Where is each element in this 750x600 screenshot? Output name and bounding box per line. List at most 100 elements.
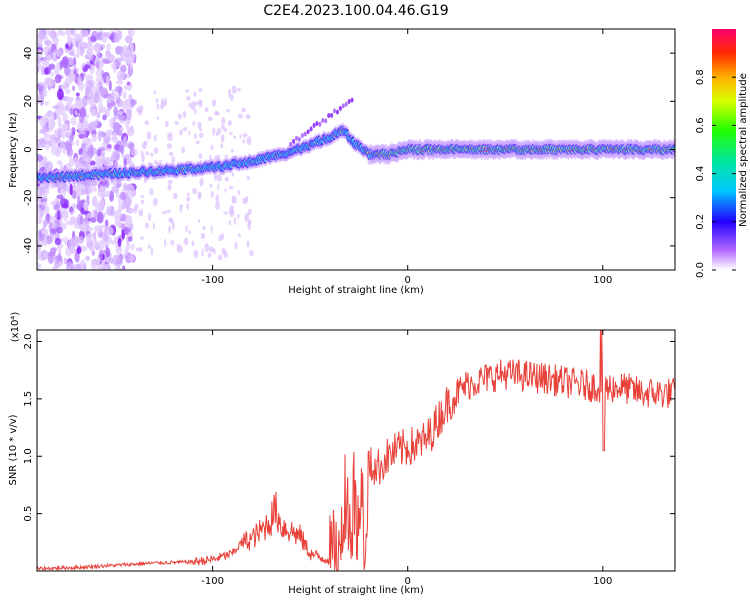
spectrogram-noise-blob <box>100 261 106 267</box>
spectrogram-noise-blob <box>99 44 106 50</box>
spectrogram-noise-blob <box>99 198 105 210</box>
spectrogram-noise-blob <box>198 153 203 160</box>
spectrogram-noise-blob <box>38 29 47 40</box>
spectrogram-noise-blob <box>150 152 154 157</box>
spectrogram-noise-blob <box>73 68 77 75</box>
spectrogram-noise-blob <box>45 161 53 171</box>
spectrogram-noise-blob <box>199 132 204 139</box>
spectrogram-noise-blob <box>228 220 232 226</box>
spectrogram-noise-blob <box>147 244 152 249</box>
spectrogram-noise-blob <box>53 65 61 76</box>
spectrogram-noise-blob <box>108 80 112 92</box>
spectrogram-noise-blob <box>54 258 60 269</box>
spectrogram-noise-blob <box>83 201 88 211</box>
spectrogram-noise-blob <box>118 146 124 152</box>
spectrogram-ytick-label: 20 <box>23 95 34 108</box>
spectrogram-noise-blob <box>70 29 75 35</box>
spectrogram-noise-blob <box>88 187 93 192</box>
spectrogram-noise-blob <box>212 247 216 255</box>
spectrogram-noise-blob <box>160 98 163 102</box>
spectrogram-noise-blob <box>138 208 144 217</box>
spectrogram-noise-blob <box>139 247 143 252</box>
spectrogram-noise-blob <box>116 183 121 189</box>
spectrogram-noise-blob <box>65 131 70 138</box>
snr-xtick-label: -100 <box>201 576 224 587</box>
spectrogram-noise-blob <box>128 236 133 242</box>
spectrogram-noise-blob <box>102 114 107 121</box>
spectrogram-noise-blob <box>117 111 124 116</box>
spectrogram-noise-blob <box>210 144 214 151</box>
spectrogram-noise-blob <box>57 116 62 129</box>
spectrogram-noise-blob <box>102 58 109 64</box>
spectrogram-streak <box>341 103 345 109</box>
spectrogram-noise-blob <box>185 225 188 233</box>
spectrogram-noise-blob <box>176 243 180 253</box>
spectrogram-noise-blob <box>246 136 252 145</box>
spectrogram-noise-blob <box>91 133 97 143</box>
spectrogram-noise-blob <box>192 120 196 126</box>
spectrogram-noise-blob <box>49 138 55 146</box>
spectrogram-noise-blob <box>188 102 191 108</box>
spectrogram-noise-blob <box>53 203 60 210</box>
spectrogram-noise-blob <box>93 239 98 247</box>
spectrogram-noise-blob <box>179 129 183 136</box>
spectrogram-noise-blob <box>77 236 85 244</box>
spectrogram-noise-blob <box>171 155 175 165</box>
spectrogram-noise-blob <box>237 189 240 196</box>
spectrogram-noise-blob <box>68 51 75 56</box>
spectrogram-noise-blob <box>41 200 48 207</box>
spectrogram-noise-blob <box>215 201 220 210</box>
spectrogram-streak <box>347 98 351 104</box>
spectrogram-noise-blob <box>122 137 126 149</box>
spectrogram-noise-blob <box>116 254 123 267</box>
spectrogram-noise-blob <box>152 197 158 207</box>
spectrogram-noise-blob <box>220 143 224 149</box>
spectrogram-noise-blob <box>222 127 228 132</box>
spectrogram-noise-blob <box>102 156 111 167</box>
spectrogram-noise-blob <box>167 179 173 185</box>
spectrogram-noise-blob <box>37 206 42 217</box>
spectrogram-noise-blob <box>207 116 213 122</box>
snr-xtick-label: 0 <box>405 576 411 587</box>
spectrogram-noise-blob <box>114 221 122 227</box>
spectrogram-noise-blob <box>66 96 72 108</box>
spectrogram-noise-blob <box>111 132 118 143</box>
spectrogram-noise-blob <box>212 98 217 107</box>
spectrogram-noise-blob <box>123 44 128 54</box>
spectrogram-noise-blob <box>194 108 197 115</box>
spectrogram-noise-blob <box>128 142 135 150</box>
spectrogram-noise-blob <box>201 248 204 258</box>
spectrogram-noise-blob <box>104 54 109 60</box>
spectrogram-noise-blob <box>217 173 222 182</box>
spectrogram-noise-blob <box>198 100 202 106</box>
spectrogram-noise-blob <box>67 36 73 43</box>
spectrogram-noise-blob <box>140 150 144 157</box>
spectrogram-noise-blob <box>54 237 62 246</box>
spectrogram-noise-blob <box>88 227 94 232</box>
spectrogram-noise-blob <box>153 90 157 95</box>
spectrogram-noise-blob <box>78 148 83 156</box>
spectrogram-noise-blob <box>43 184 49 190</box>
spectrogram-noise-blob <box>106 43 111 51</box>
spectrogram-noise-blob <box>68 206 74 213</box>
spectrogram-noise-blob <box>177 113 183 120</box>
spectrogram-noise-blob <box>125 109 132 121</box>
spectrogram-noise-blob <box>43 236 48 246</box>
spectrogram-noise-blob <box>85 141 89 153</box>
snr-ticks: -100 0 100 0.5 1.0 1.5 2.0 <box>23 330 675 587</box>
spectrogram-noise-blob <box>183 237 189 246</box>
spectrogram-noise-blob <box>85 87 89 99</box>
spectrogram-noise-blob <box>58 103 66 116</box>
spectrogram-noise-blob <box>91 181 98 187</box>
spectrogram-noise-blob <box>198 192 202 198</box>
spectrogram-noise-blob <box>85 113 90 119</box>
spectrogram-noise-blob <box>224 176 229 182</box>
spectrogram-noise-blob <box>98 224 107 229</box>
spectrogram-noise-blob <box>123 85 128 90</box>
spectrogram-noise-blob <box>231 195 235 204</box>
spectrogram-noise-blob <box>79 45 84 57</box>
spectrogram-noise-blob <box>134 203 139 210</box>
colorbar-tick-label: 0.4 <box>695 166 706 182</box>
spectrogram-noise-blob <box>130 255 135 263</box>
spectrogram-noise-blob <box>75 139 80 147</box>
